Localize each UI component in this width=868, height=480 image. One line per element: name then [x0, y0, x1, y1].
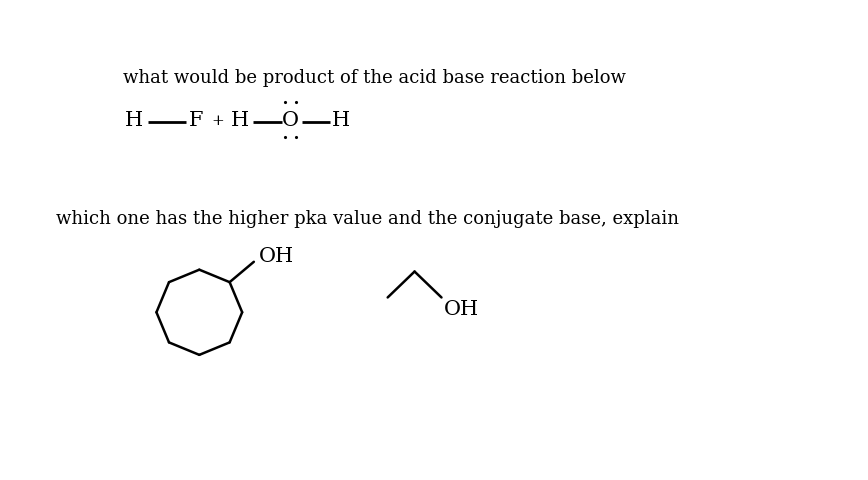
Text: F: F — [189, 111, 204, 130]
Text: what would be product of the acid base reaction below: what would be product of the acid base r… — [122, 69, 626, 87]
Text: H: H — [231, 111, 249, 130]
Text: O: O — [282, 111, 299, 130]
Text: OH: OH — [259, 246, 293, 265]
Text: OH: OH — [444, 300, 478, 319]
Text: H: H — [125, 111, 143, 130]
Text: +: + — [212, 114, 225, 128]
Text: which one has the higher pka value and the conjugate base, explain: which one has the higher pka value and t… — [56, 209, 679, 228]
Text: H: H — [332, 111, 350, 130]
